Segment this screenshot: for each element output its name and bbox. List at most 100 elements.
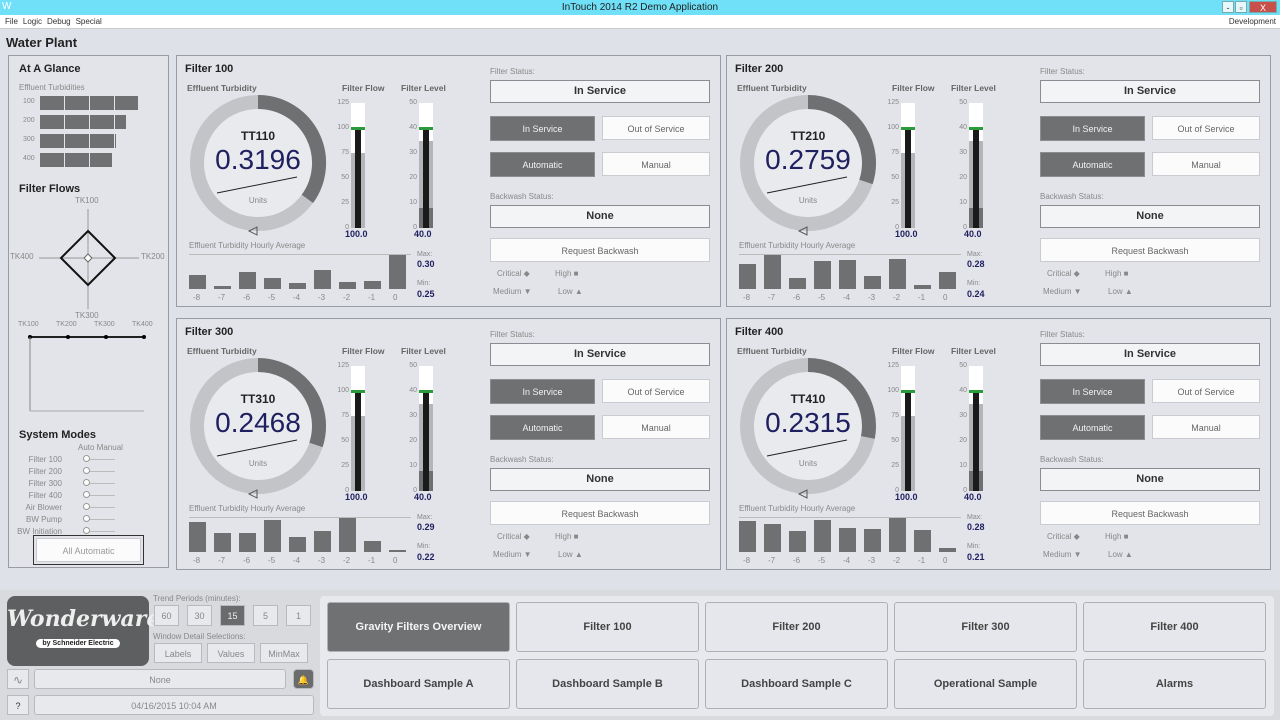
- alarm-bar[interactable]: None: [34, 669, 286, 689]
- legend-high: High ■: [555, 532, 579, 541]
- trend-period-30-button[interactable]: 30: [187, 605, 212, 626]
- mode-slider-track[interactable]: [87, 471, 115, 472]
- mode-toggle-auto[interactable]: [83, 515, 90, 522]
- hour-tick: -3: [318, 556, 326, 565]
- in-service-button[interactable]: In Service: [490, 379, 595, 404]
- nav-button[interactable]: Filter 400: [1083, 602, 1266, 652]
- hourly-bar: [289, 536, 306, 552]
- request-backwash-button[interactable]: Request Backwash: [490, 501, 710, 525]
- hourly-bar: [389, 255, 406, 289]
- flow-label: Filter Flow: [892, 83, 935, 93]
- mode-toggle-auto[interactable]: [83, 479, 90, 486]
- automatic-button[interactable]: Automatic: [490, 152, 595, 177]
- hourly-bar: [264, 278, 281, 289]
- request-backwash-button[interactable]: Request Backwash: [490, 238, 710, 262]
- mode-slider-track[interactable]: [87, 483, 115, 484]
- out-of-service-button[interactable]: Out of Service: [602, 379, 710, 403]
- request-backwash-button[interactable]: Request Backwash: [1040, 238, 1260, 262]
- manual-button[interactable]: Manual: [602, 152, 710, 176]
- in-service-button[interactable]: In Service: [1040, 379, 1145, 404]
- alarm-bell-icon[interactable]: 🔔: [293, 669, 314, 689]
- hourly-bar: [214, 533, 231, 552]
- menu-special[interactable]: Special: [75, 17, 102, 26]
- nav-button[interactable]: Dashboard Sample C: [705, 659, 888, 709]
- level-tick: 50: [409, 362, 417, 369]
- automatic-button[interactable]: Automatic: [1040, 415, 1145, 440]
- maximize-button[interactable]: ▫: [1235, 1, 1247, 13]
- mode-toggle-auto[interactable]: [83, 455, 90, 462]
- hour-tick: -4: [293, 293, 301, 302]
- nav-button[interactable]: Filter 200: [705, 602, 888, 652]
- out-of-service-button[interactable]: Out of Service: [1152, 379, 1260, 403]
- flow-value: 100.0: [345, 492, 368, 502]
- nav-button[interactable]: Dashboard Sample A: [327, 659, 510, 709]
- gauge-tag: TT410: [790, 392, 826, 406]
- hourly-top-line: [189, 517, 411, 518]
- manual-button[interactable]: Manual: [1152, 415, 1260, 439]
- flow-tick: 100: [337, 387, 349, 394]
- close-button[interactable]: X: [1249, 1, 1277, 13]
- flow-label: Filter Flow: [342, 83, 385, 93]
- filter-flows-radar: [39, 209, 139, 309]
- radar-label-tk300: TK300: [75, 311, 99, 320]
- detail-minmax-button[interactable]: MinMax: [260, 643, 308, 663]
- out-of-service-button[interactable]: Out of Service: [602, 116, 710, 140]
- trend-period-1-button[interactable]: 1: [286, 605, 311, 626]
- hour-tick: -6: [243, 293, 251, 302]
- mode-toggle-auto[interactable]: [83, 467, 90, 474]
- hour-tick: -8: [193, 293, 201, 302]
- glance-turbidity-bar: [40, 134, 116, 148]
- trend-wave-icon[interactable]: ∿: [7, 669, 29, 689]
- help-button[interactable]: ?: [7, 695, 29, 715]
- detail-values-button[interactable]: Values: [207, 643, 255, 663]
- minimize-button[interactable]: -: [1222, 1, 1234, 13]
- level-tick: 10: [959, 462, 967, 469]
- nav-button[interactable]: Operational Sample: [894, 659, 1077, 709]
- min-value: 0.21: [967, 552, 985, 562]
- flow-tick: 25: [891, 462, 899, 469]
- nav-button[interactable]: Alarms: [1083, 659, 1266, 709]
- flow-tick: 0: [345, 487, 349, 494]
- modes-title: System Modes: [19, 429, 97, 441]
- in-service-button[interactable]: In Service: [490, 116, 595, 141]
- mode-slider-track[interactable]: [87, 507, 115, 508]
- nav-button[interactable]: Gravity Filters Overview: [327, 602, 510, 652]
- detail-labels-button[interactable]: Labels: [154, 643, 202, 663]
- nav-button[interactable]: Dashboard Sample B: [516, 659, 699, 709]
- hour-tick: 0: [943, 293, 948, 302]
- all-automatic-button[interactable]: All Automatic: [33, 535, 144, 565]
- mode-toggle-auto[interactable]: [83, 491, 90, 498]
- legend-medium: Medium ▼: [493, 287, 532, 296]
- request-backwash-button[interactable]: Request Backwash: [1040, 501, 1260, 525]
- flow-tick: 125: [337, 362, 349, 369]
- mode-slider-track[interactable]: [87, 531, 115, 532]
- mode-label: Development: [1228, 17, 1276, 26]
- mode-toggle-auto[interactable]: [83, 503, 90, 510]
- level-tick: 0: [413, 224, 417, 231]
- automatic-button[interactable]: Automatic: [1040, 152, 1145, 177]
- out-of-service-button[interactable]: Out of Service: [1152, 116, 1260, 140]
- manual-button[interactable]: Manual: [1152, 152, 1260, 176]
- hourly-bar: [839, 527, 856, 552]
- hour-tick: -3: [868, 556, 876, 565]
- in-service-button[interactable]: In Service: [1040, 116, 1145, 141]
- menu-debug[interactable]: Debug: [47, 17, 71, 26]
- trend-period-60-button[interactable]: 60: [154, 605, 179, 626]
- mode-slider-track[interactable]: [87, 459, 115, 460]
- mode-slider-track[interactable]: [87, 519, 115, 520]
- level-tick: 40: [409, 387, 417, 394]
- manual-button[interactable]: Manual: [602, 415, 710, 439]
- menu-logic[interactable]: Logic: [22, 17, 43, 26]
- max-value: 0.30: [417, 259, 435, 269]
- max-label: Max:: [967, 251, 983, 258]
- trend-period-15-button[interactable]: 15: [220, 605, 245, 626]
- mode-toggle-auto[interactable]: [83, 527, 90, 534]
- menu-file[interactable]: File: [5, 17, 18, 26]
- nav-button[interactable]: Filter 100: [516, 602, 699, 652]
- filter-status-label: Filter Status:: [490, 330, 535, 339]
- level-tick: 20: [959, 174, 967, 181]
- automatic-button[interactable]: Automatic: [490, 415, 595, 440]
- nav-button[interactable]: Filter 300: [894, 602, 1077, 652]
- trend-period-5-button[interactable]: 5: [253, 605, 278, 626]
- mode-slider-track[interactable]: [87, 495, 115, 496]
